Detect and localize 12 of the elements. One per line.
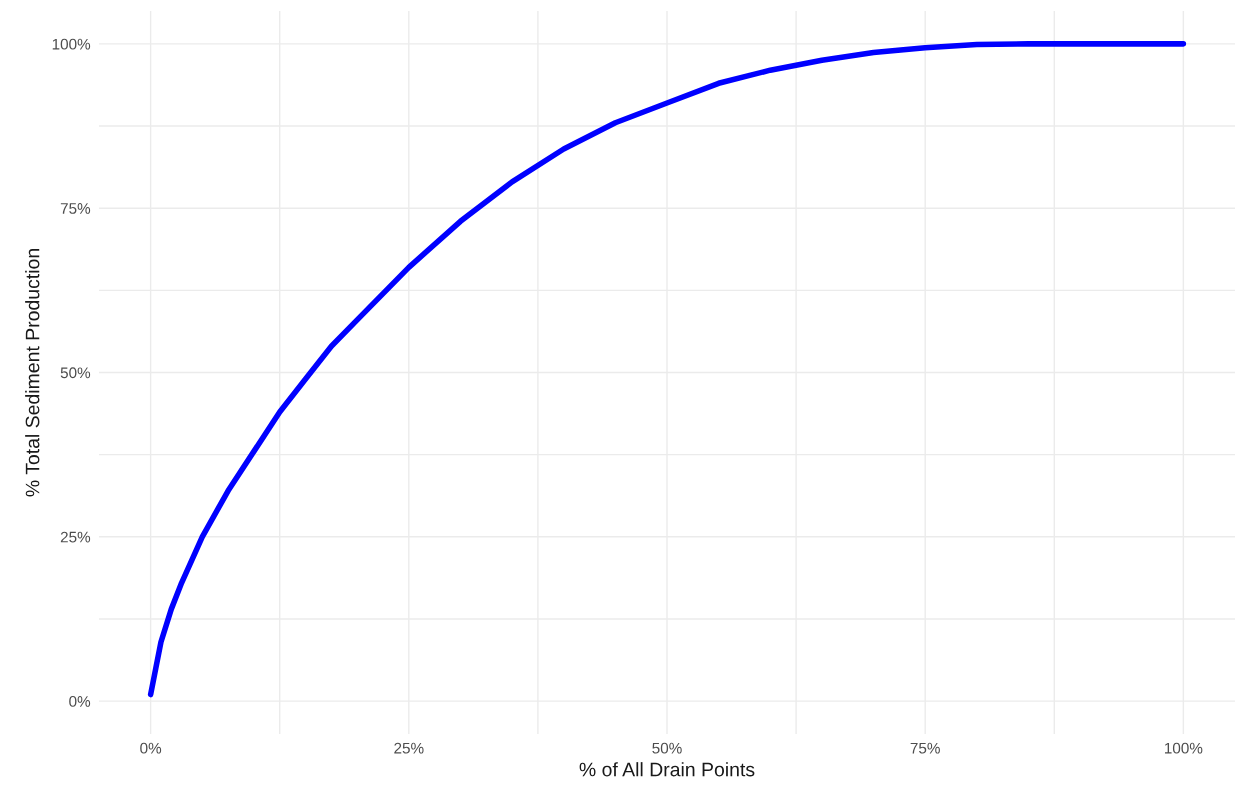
x-tick-label: 100%: [1164, 742, 1203, 754]
x-tick-label: 0%: [140, 742, 162, 754]
y-axis-title: % Total Sediment Production: [25, 249, 40, 497]
x-tick-label: 75%: [910, 742, 940, 754]
y-tick-label: 25%: [60, 531, 91, 543]
x-tick-label: 25%: [394, 742, 424, 754]
x-axis-title: % of All Drain Points: [579, 762, 755, 777]
y-tick-label: 0%: [69, 696, 91, 707]
y-tick-label: 50%: [60, 367, 91, 379]
y-tick-label: 75%: [60, 203, 91, 214]
x-tick-label: 50%: [652, 742, 682, 754]
y-tick-label: 100%: [52, 38, 91, 50]
